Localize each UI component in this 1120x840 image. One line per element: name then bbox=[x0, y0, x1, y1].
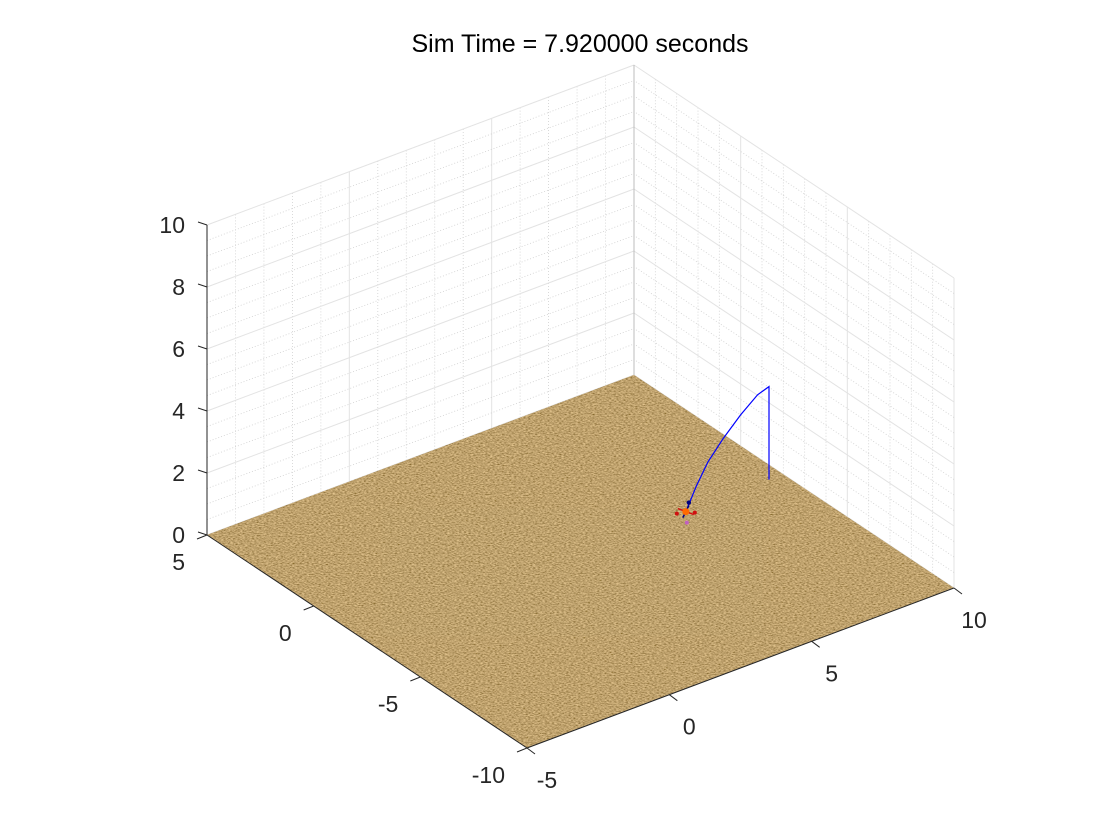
grid-line-z-back-x bbox=[633, 204, 955, 418]
vehicle-rotor bbox=[684, 520, 689, 525]
back-plane-y bbox=[207, 65, 634, 535]
grid-line-z-back-y bbox=[206, 266, 635, 427]
grid-line-z-back-x bbox=[633, 173, 955, 387]
y-axis-line bbox=[206, 534, 528, 749]
grid-line-z-back-y bbox=[206, 219, 635, 381]
grid-line-z-back-y bbox=[206, 188, 635, 350]
axis-lines bbox=[206, 65, 955, 749]
chart-title: Sim Time = 7.920000 seconds bbox=[412, 30, 749, 58]
x-tick-label: 5 bbox=[825, 660, 838, 686]
grid-line-z-back-x bbox=[633, 142, 955, 356]
grid-line-z-back-x bbox=[633, 359, 955, 573]
grid-line-z-back-y bbox=[206, 312, 635, 474]
y-tick-label: 0 bbox=[279, 620, 292, 646]
z-tick-mark bbox=[197, 283, 208, 288]
vehicle-body bbox=[682, 508, 690, 516]
z-tick-label: 2 bbox=[172, 460, 185, 486]
x-tick-label: -5 bbox=[537, 767, 557, 793]
grid-line-z-back-x bbox=[633, 312, 955, 527]
y-tick-mark bbox=[516, 747, 528, 753]
grid-line-z-back-y bbox=[206, 204, 635, 365]
grid-line-z-back-y bbox=[206, 343, 635, 505]
grid-line-z-back-x bbox=[633, 266, 955, 480]
grid-line-z-back-y bbox=[206, 111, 635, 272]
trajectory-line bbox=[685, 385, 770, 512]
grid-line-z-back-x bbox=[633, 188, 955, 403]
grid-line-z-back-y bbox=[206, 359, 635, 520]
z-tick-label: 10 bbox=[159, 212, 185, 238]
grid-line-z-back-y bbox=[206, 328, 635, 489]
x-tick-label: 0 bbox=[683, 714, 696, 740]
z-tick-label: 8 bbox=[172, 274, 185, 300]
x-tick-mark bbox=[953, 587, 963, 595]
grid-line-z-back-y bbox=[206, 157, 635, 319]
grid-lines bbox=[206, 64, 955, 589]
y-tick-label: -5 bbox=[378, 691, 398, 717]
grid-line-z-back-y bbox=[206, 235, 635, 396]
vehicle-rotor bbox=[674, 511, 679, 516]
vehicle-rotor bbox=[686, 500, 692, 505]
y-tick-mark bbox=[196, 534, 208, 540]
grid-line-z-back-x bbox=[633, 281, 955, 496]
y-tick-mark bbox=[303, 605, 314, 611]
trajectory-layer bbox=[685, 385, 770, 512]
grid-line-z-back-x bbox=[633, 343, 955, 558]
grid-line-z-back-y bbox=[206, 173, 635, 334]
x-tick-label: 10 bbox=[961, 607, 987, 633]
grid-line-z-back-x bbox=[633, 64, 955, 279]
z-tick-mark bbox=[197, 407, 208, 412]
grid-line-z-back-y bbox=[206, 80, 635, 241]
z-tick-mark bbox=[197, 221, 208, 226]
grid-line-z-back-y bbox=[206, 64, 635, 226]
x-tick-mark bbox=[811, 640, 820, 648]
grid-line-z-back-x bbox=[633, 235, 955, 449]
grid-line-z-back-y bbox=[206, 297, 635, 458]
z-tick-mark bbox=[197, 469, 208, 474]
vehicle-marker bbox=[674, 500, 697, 525]
y-tick-label: 5 bbox=[172, 549, 185, 575]
z-tick-mark bbox=[197, 345, 208, 350]
z-tick-mark bbox=[197, 531, 208, 536]
z-tick-label: 4 bbox=[172, 398, 185, 424]
grid-line-z-back-y bbox=[206, 142, 635, 303]
grid-line-z-back-y bbox=[206, 95, 635, 257]
y-tick-mark bbox=[410, 676, 421, 682]
grid-line-z-back-x bbox=[633, 95, 955, 310]
grid-line-z-back-x bbox=[633, 126, 955, 341]
grid-line-z-back-y bbox=[206, 126, 635, 288]
x-tick-mark bbox=[669, 694, 678, 702]
x-tick-mark bbox=[526, 747, 536, 755]
grid-line-z-back-x bbox=[633, 157, 955, 372]
grid-line-z-back-y bbox=[206, 281, 635, 443]
y-tick-label: -10 bbox=[472, 762, 505, 788]
grid-line-z-back-y bbox=[206, 250, 635, 412]
x-axis-line bbox=[526, 587, 955, 749]
vehicle-rotor bbox=[692, 510, 697, 515]
grid-line-z-back-x bbox=[633, 328, 955, 542]
grid-line-z-back-x bbox=[633, 80, 955, 294]
z-tick-label: 6 bbox=[172, 336, 185, 362]
grid-line-z-back-x bbox=[633, 111, 955, 325]
grid-line-z-back-x bbox=[633, 219, 955, 434]
z-tick-label: 0 bbox=[172, 522, 185, 548]
grid-line-z-back-x bbox=[633, 297, 955, 511]
grid-line-z-back-x bbox=[633, 250, 955, 465]
